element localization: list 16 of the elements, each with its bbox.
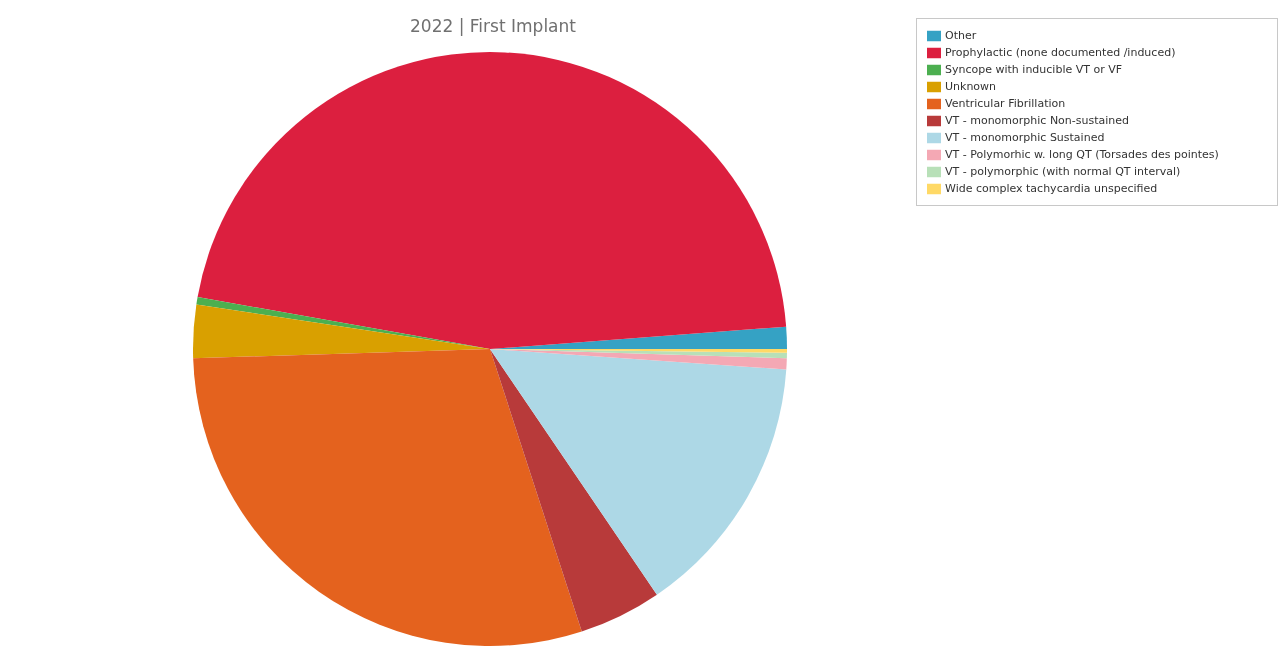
chart-title: 2022 | First Implant xyxy=(410,16,576,36)
legend-label: Syncope with inducible VT or VF xyxy=(945,63,1123,76)
legend-label: Prophylactic (none documented /induced) xyxy=(945,46,1176,59)
pie-slice xyxy=(193,304,490,359)
pie-slice xyxy=(490,349,657,632)
legend-label: Wide complex tachycardia unspecified xyxy=(945,182,1158,195)
legend-label: VT - monomorphic Non-sustained xyxy=(945,114,1130,127)
pie-slice xyxy=(197,52,787,349)
legend-label: VT - Polymorhic w. long QT (Torsades des pointes) xyxy=(945,148,1219,161)
legend-label: Ventricular Fibrillation xyxy=(945,97,1066,110)
legend-label: VT - monomorphic Sustained xyxy=(945,131,1105,144)
pie-slice xyxy=(490,349,787,595)
legend-label: VT - polymorphic (with normal QT interval) xyxy=(945,165,1181,178)
legend-label: Unknown xyxy=(945,80,997,93)
legend-label: Other xyxy=(945,29,977,42)
pie-slice xyxy=(193,349,582,646)
